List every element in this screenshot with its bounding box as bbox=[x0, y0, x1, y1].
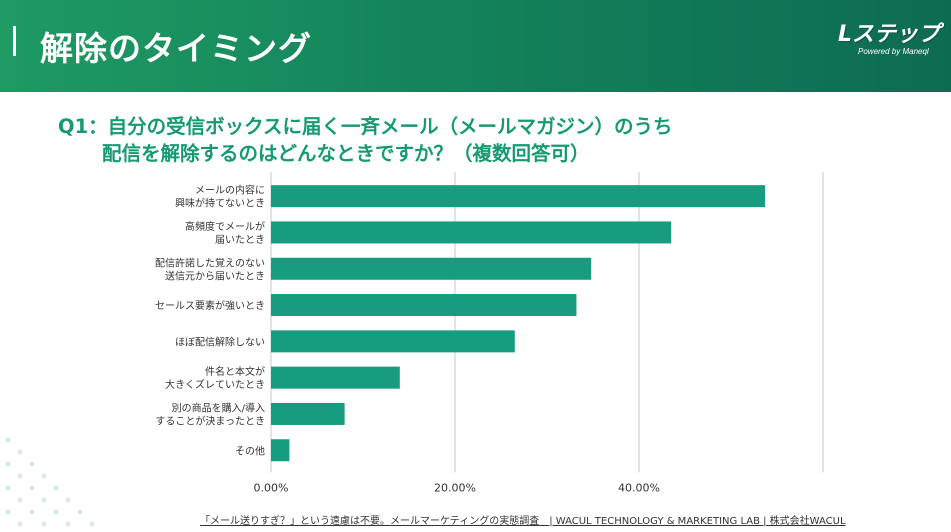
category-label: 届いたとき bbox=[215, 234, 265, 246]
x-tick-label: 40.00% bbox=[618, 481, 660, 494]
bar bbox=[271, 439, 290, 462]
category-label: メールの内容に bbox=[195, 184, 265, 197]
lstep-logo: Lステップ Powered by Maneql bbox=[838, 16, 942, 66]
page-title: 解除のタイミング bbox=[40, 29, 312, 68]
x-tick-label: 0.00% bbox=[254, 481, 289, 494]
bar bbox=[271, 402, 345, 425]
question-text: Q1：自分の受信ボックスに届く一斉メール（メールマガジン）のうち 配信を解除する… bbox=[58, 113, 673, 167]
footer-source: 「メール送りすぎ？」という遠慮は不要。メールマーケティングの実態調査 | WAC… bbox=[200, 516, 846, 527]
bar bbox=[271, 330, 515, 353]
category-label: 件名と本文が bbox=[205, 365, 265, 378]
category-label: することが決まったとき bbox=[155, 414, 265, 427]
category-label: 配信許諾した覚えのない bbox=[155, 256, 265, 269]
category-label: 高頻度でメールが bbox=[185, 220, 265, 233]
logo-subtitle: Powered by Maneql bbox=[858, 47, 929, 56]
bar bbox=[271, 366, 400, 389]
x-tick-label: 20.00% bbox=[434, 481, 476, 494]
category-label: 送信元から届いたとき bbox=[165, 269, 265, 282]
question-line-2: 配信を解除するのはどんなときですか？（複数回答可） bbox=[102, 142, 590, 165]
bar-chart-svg: メールの内容に興味が持てないとき高頻度でメールが届いたとき配信許諾した覚えのない… bbox=[155, 172, 824, 494]
header-accent-bar bbox=[13, 26, 16, 56]
category-label: セールス要素が強いとき bbox=[155, 299, 265, 312]
category-label: ほぼ配信解除しない bbox=[175, 335, 265, 348]
bar bbox=[271, 257, 592, 280]
bar bbox=[271, 294, 577, 317]
category-label: 大きくズレていたとき bbox=[165, 378, 265, 391]
question-line-1: Q1：自分の受信ボックスに届く一斉メール（メールマガジン）のうち bbox=[58, 115, 673, 138]
bar bbox=[271, 185, 766, 208]
category-label: 別の商品を購入/導入 bbox=[172, 401, 265, 414]
header-banner: 解除のタイミング Lステップ Powered by Maneql bbox=[0, 0, 951, 92]
decorative-dot-pattern bbox=[5, 437, 95, 527]
bar bbox=[271, 221, 672, 244]
category-label: その他 bbox=[235, 444, 265, 457]
category-label: 興味が持てないとき bbox=[175, 197, 265, 210]
logo-text: Lステップ bbox=[838, 22, 941, 47]
bar-chart: メールの内容に 興味が持てないとき高頻度でメールが 届いたとき配信許諾した覚えのない… bbox=[0, 160, 951, 505]
